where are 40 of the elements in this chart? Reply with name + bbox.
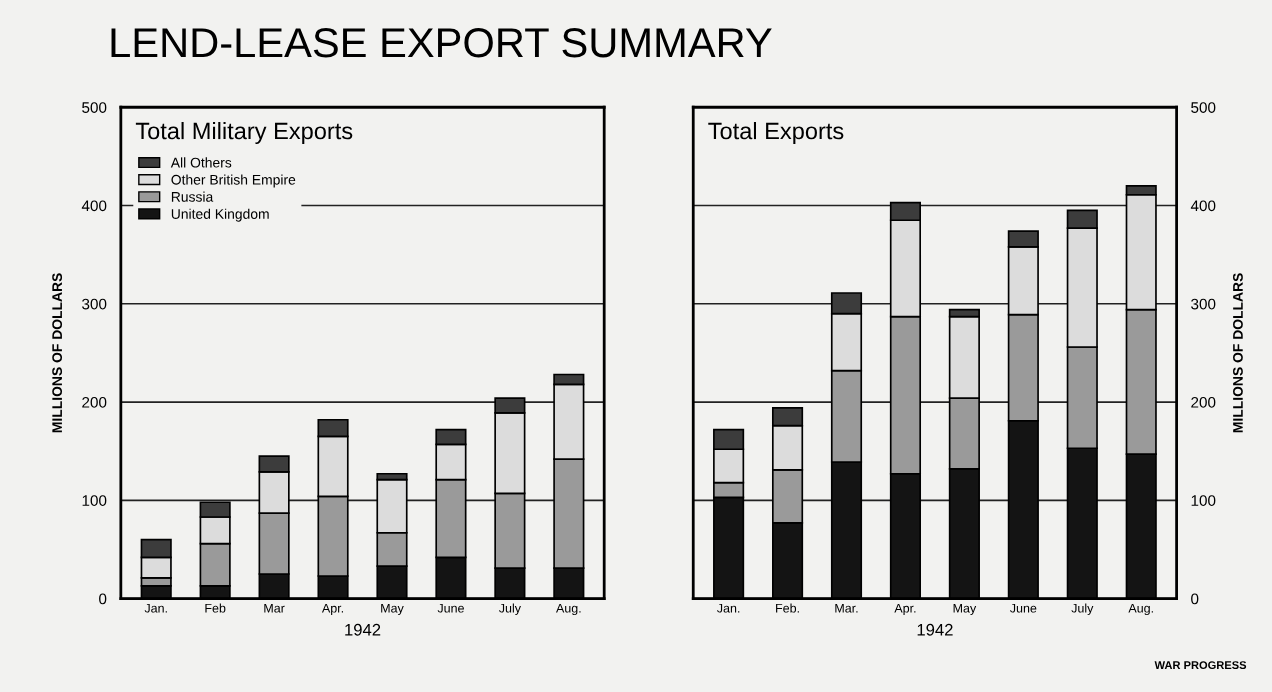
text: WAR PROGRESS xyxy=(1154,661,1247,670)
x-tick-label: July xyxy=(1071,603,1094,616)
x-tick-label: Mar xyxy=(264,603,285,613)
y2-tick-label: 200 xyxy=(1191,396,1216,408)
legend-label: Other British Empire xyxy=(171,174,296,188)
y2-tick-label: 400 xyxy=(1190,200,1216,212)
legend-label: All Others xyxy=(170,157,232,168)
x-tick-label: July xyxy=(498,603,521,616)
x-tick-label: Mar. xyxy=(835,603,858,613)
x-tick-label: Aug. xyxy=(556,603,581,616)
x-tick-label: May xyxy=(953,603,977,616)
y-tick-label: 300 xyxy=(82,298,107,310)
y-tick-label: 500 xyxy=(82,102,107,113)
x-tick-label: Aug. xyxy=(1128,603,1153,616)
text: LEND-LEASE EXPORT SUMMARY xyxy=(111,28,772,58)
x-tick-label: June xyxy=(437,603,464,613)
x-tick-label: Apr. xyxy=(321,603,344,616)
y2-tick-label: 500 xyxy=(1191,102,1216,113)
legend-label: Russia xyxy=(171,191,214,202)
text: Total Exports xyxy=(708,122,844,145)
x-tick-label: Jan. xyxy=(144,603,167,613)
x-tick-label: Apr. xyxy=(894,603,916,616)
y2-axis-title: MILLIONS OF DOLLARS xyxy=(1233,273,1243,433)
x-tick-label: Feb xyxy=(205,603,226,613)
x-axis-title: 1942 xyxy=(345,623,381,636)
x-axis-title: 1942 xyxy=(917,623,953,636)
x-tick-label: Feb. xyxy=(776,603,799,613)
y2-tick-label: 0 xyxy=(1191,593,1199,605)
y-tick-label: 200 xyxy=(82,396,107,408)
legend-label: United Kingdom xyxy=(171,208,269,222)
x-tick-label: May xyxy=(381,603,404,616)
y-tick-label: 100 xyxy=(82,495,107,506)
x-tick-label: June xyxy=(1009,603,1037,613)
y-axis-title: MILLIONS OF DOLLARS xyxy=(52,273,63,433)
x-tick-label: Jan. xyxy=(716,603,740,613)
y2-tick-label: 100 xyxy=(1191,495,1216,506)
y2-tick-label: 300 xyxy=(1191,298,1216,310)
text: Total Military Exports xyxy=(135,122,353,145)
y-tick-label: 400 xyxy=(81,200,107,212)
y-tick-label: 0 xyxy=(99,593,107,605)
